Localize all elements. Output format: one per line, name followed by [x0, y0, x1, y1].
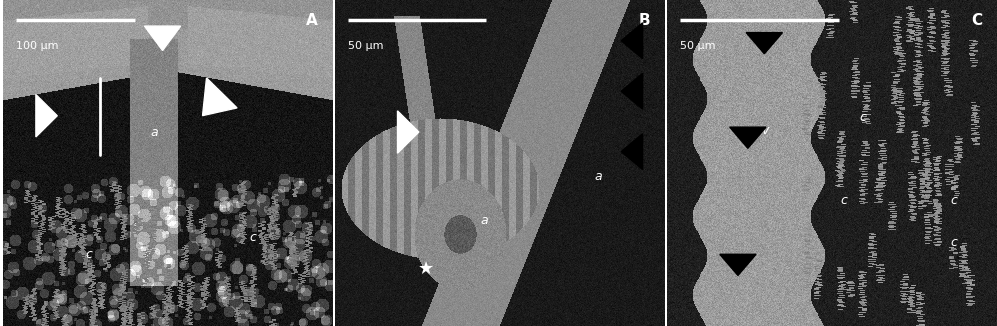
Text: 50 μm: 50 μm [348, 41, 384, 51]
Polygon shape [621, 73, 643, 109]
Polygon shape [36, 95, 57, 137]
Text: c: c [951, 236, 957, 249]
Text: c: c [840, 194, 847, 207]
Polygon shape [202, 78, 237, 116]
Text: c: c [249, 231, 256, 244]
Text: A: A [306, 13, 318, 28]
Text: ★: ★ [418, 260, 434, 278]
Text: B: B [638, 13, 650, 28]
Text: v: v [761, 124, 768, 137]
Polygon shape [730, 127, 766, 148]
Polygon shape [398, 111, 419, 153]
Text: a: a [481, 214, 489, 227]
Polygon shape [720, 254, 756, 275]
Text: a: a [594, 170, 602, 183]
Text: 50 μm: 50 μm [680, 41, 716, 51]
Text: 100 μm: 100 μm [16, 41, 59, 51]
Polygon shape [621, 134, 643, 170]
Text: c: c [859, 111, 866, 124]
Polygon shape [621, 23, 643, 59]
Polygon shape [145, 26, 180, 51]
Text: c: c [85, 248, 92, 261]
Text: c: c [951, 194, 957, 207]
Text: C: C [972, 13, 983, 28]
Polygon shape [746, 33, 783, 54]
Text: a: a [151, 126, 159, 139]
